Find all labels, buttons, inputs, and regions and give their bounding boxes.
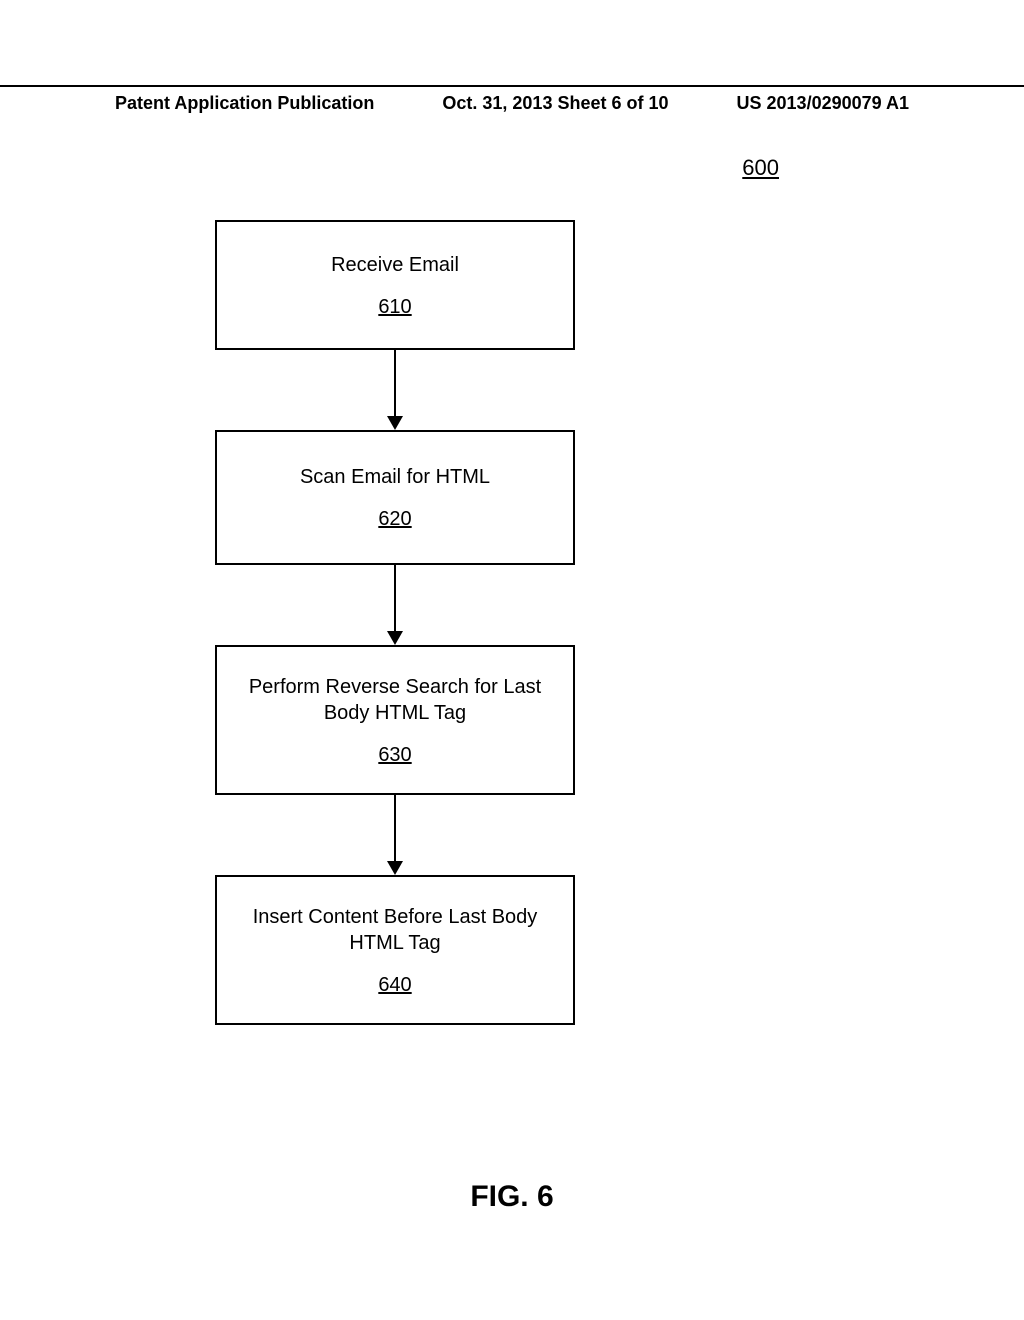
flowchart-box-label: Insert Content Before Last Body HTML Tag (237, 904, 553, 956)
header-right: US 2013/0290079 A1 (737, 93, 909, 114)
flowchart-box-number: 630 (378, 744, 411, 767)
flowchart-box-label: Scan Email for HTML (300, 464, 490, 490)
flowchart-box-label: Perform Reverse Search for Last Body HTM… (237, 674, 553, 726)
flowchart-box-number: 640 (378, 974, 411, 997)
flowchart: Receive Email 610 Scan Email for HTML 620 Pe… (215, 220, 575, 1025)
header-center: Oct. 31, 2013 Sheet 6 of 10 (442, 93, 668, 114)
flowchart-arrow (215, 565, 575, 645)
arrow-head-icon (387, 631, 403, 645)
flowchart-box: Insert Content Before Last Body HTML Tag… (215, 875, 575, 1025)
page-header: Patent Application Publication Oct. 31, … (0, 85, 1024, 114)
arrow-head-icon (387, 416, 403, 430)
flowchart-box-label: Receive Email (331, 252, 459, 278)
arrow-line (394, 795, 396, 867)
flowchart-box: Perform Reverse Search for Last Body HTM… (215, 645, 575, 795)
arrow-line (394, 350, 396, 422)
arrow-head-icon (387, 861, 403, 875)
flowchart-box: Receive Email 610 (215, 220, 575, 350)
header-left: Patent Application Publication (115, 93, 374, 114)
flowchart-box-number: 620 (378, 508, 411, 531)
arrow-line (394, 565, 396, 637)
figure-label: FIG. 6 (0, 1180, 1024, 1214)
flowchart-box: Scan Email for HTML 620 (215, 430, 575, 565)
flowchart-box-number: 610 (378, 296, 411, 319)
figure-reference-number: 600 (742, 155, 779, 181)
flowchart-arrow (215, 350, 575, 430)
flowchart-arrow (215, 795, 575, 875)
